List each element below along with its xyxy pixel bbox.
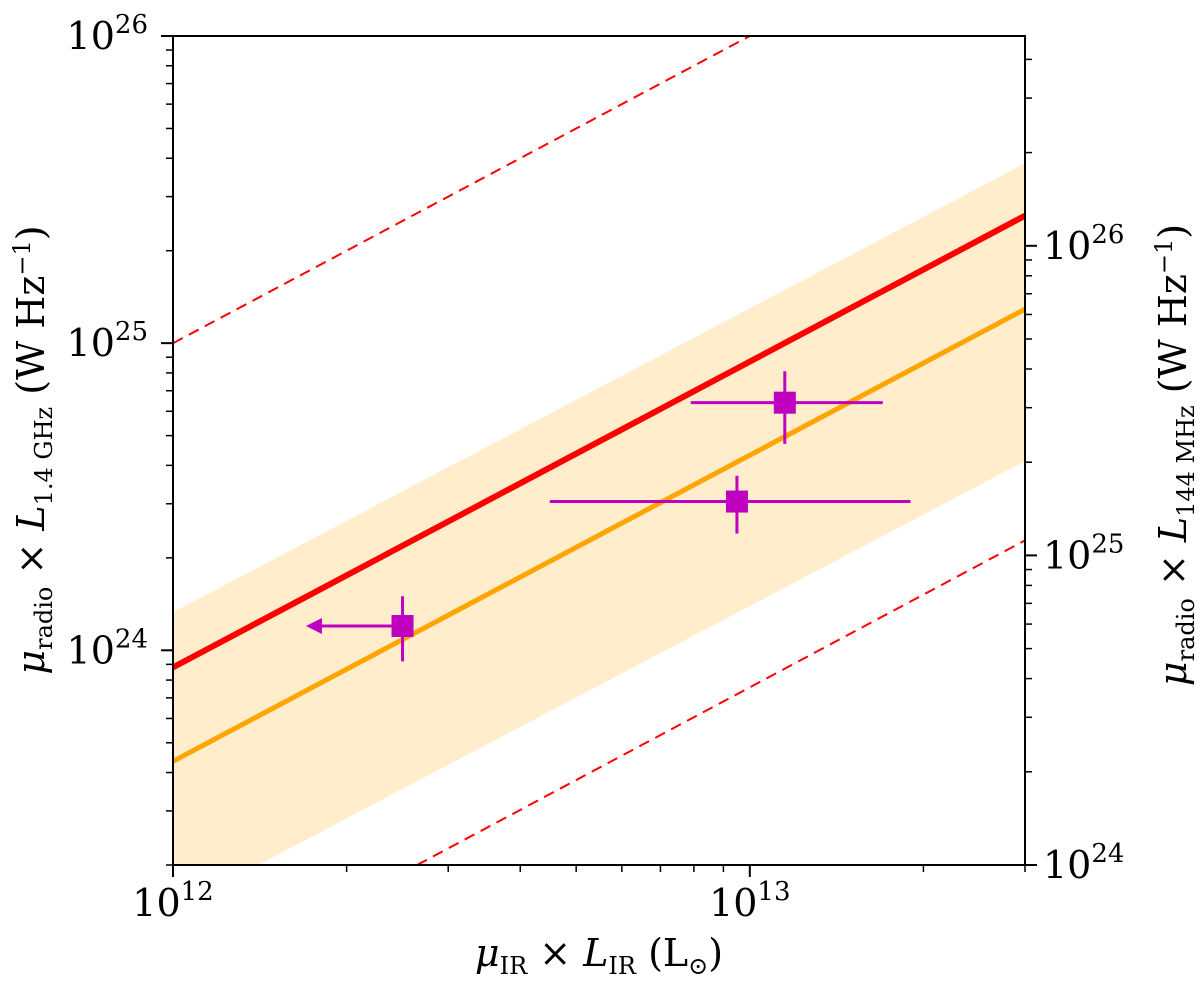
source-high xyxy=(690,371,883,444)
y-axis-label: μradio × L1.4 GHz (W Hz−1) xyxy=(8,225,58,674)
y2-tick-label: 1024 xyxy=(1043,839,1124,887)
y2-tick-label: 1026 xyxy=(1043,220,1124,268)
y-tick-label: 1025 xyxy=(67,317,148,365)
x-tick-label: 1013 xyxy=(709,877,790,925)
y2-axis-label: μradio × L144 MHz (W Hz−1) xyxy=(1150,224,1200,686)
source-mid xyxy=(549,475,911,534)
red-dashed-lower xyxy=(416,539,1025,865)
orange-relation xyxy=(173,306,1025,764)
y-tick-label: 1026 xyxy=(67,10,148,58)
scatter-band xyxy=(173,163,1025,865)
source-upper-limit xyxy=(305,596,414,662)
red-dashed-upper xyxy=(173,36,751,345)
plot-frame xyxy=(172,35,1026,866)
y-tick-label: 1024 xyxy=(67,624,148,672)
y2-tick-label: 1025 xyxy=(1043,529,1124,577)
marker xyxy=(391,614,414,637)
x-axis-label: μIR × LIR (L⊙) xyxy=(475,931,723,980)
x-limit-arrow xyxy=(305,617,322,634)
marker xyxy=(725,490,748,513)
x-tick-label: 1012 xyxy=(132,877,213,925)
marker xyxy=(773,391,796,414)
red-relation xyxy=(173,213,1025,671)
